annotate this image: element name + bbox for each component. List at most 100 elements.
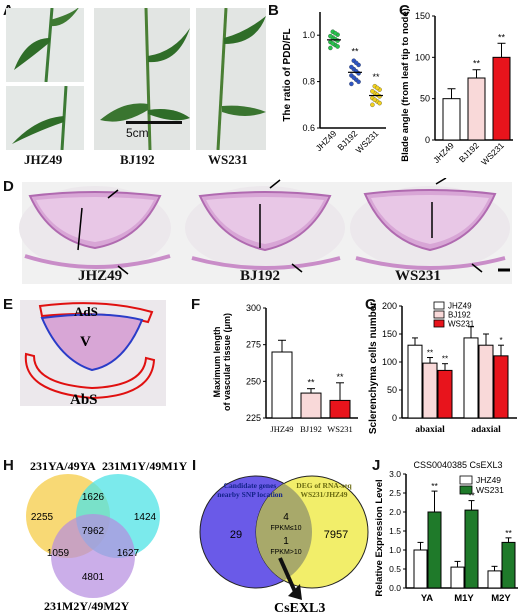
legend-swatch-ws231 <box>459 485 473 495</box>
i-right-title-1: DEG of RNA-seq <box>296 481 352 490</box>
f-ylabel-line2: of vascular tissue (μm) <box>222 313 232 411</box>
data-point <box>330 41 336 46</box>
region-ads: AdS <box>74 304 98 319</box>
data-point <box>328 33 333 39</box>
y-tick-label: 275 <box>246 340 261 350</box>
b-ylabel: The ratio of PDD/FL <box>282 28 293 121</box>
significance-mark: ** <box>473 59 481 69</box>
y-tick-label: 250 <box>246 376 261 386</box>
data-point <box>356 79 361 85</box>
x-tick-label: abaxial <box>415 425 445 435</box>
chart-c: Blade angle (from leaf tip to node) 0 50 1… <box>400 8 513 167</box>
chart-b: The ratio of PDD/FL 0.60.81.0JHZ49**BJ19… <box>282 12 386 155</box>
plant-photo-jhz49-top <box>6 8 84 82</box>
i-left-title-2: nearby SNP location <box>217 490 283 499</box>
significance-mark: ** <box>498 32 506 42</box>
cross-section-photos <box>19 178 512 284</box>
bar-ws231 <box>329 399 351 419</box>
x-tick-label: BJ192 <box>457 140 481 164</box>
data-point <box>374 85 380 91</box>
panel-label-g: G <box>365 296 377 313</box>
plant-photo-ws231 <box>196 8 266 150</box>
c-ylabel: Blade angle (from leaf tip to node) <box>400 8 411 162</box>
y-tick-label: 100 <box>382 357 397 367</box>
data-point <box>332 30 338 36</box>
i-right-count: 7957 <box>324 529 348 541</box>
y-tick-label: 150 <box>415 11 430 21</box>
y-tick-label: 1.5 <box>389 526 401 536</box>
j-title: CSS0040385 CsEXL3 <box>413 460 502 470</box>
scale-bar-label: 5cm <box>126 126 149 140</box>
data-point <box>377 100 382 106</box>
i-overlap1-note: FPKM≤10 <box>270 525 301 532</box>
x-tick-label: JHZ49 <box>314 128 339 153</box>
bar-ws231 <box>492 56 511 141</box>
x-tick-label: M2Y <box>491 593 511 604</box>
x-tick-label: YA <box>421 593 433 604</box>
count-bc: 1627 <box>117 548 140 559</box>
i-left-count: 29 <box>230 529 242 541</box>
caption-d-jhz49: JHZ49 <box>78 268 123 284</box>
bar-bj192 <box>467 77 486 141</box>
bar-ws231-M1Y <box>464 509 479 589</box>
bar-ws231-YA <box>427 511 442 589</box>
cross-section-bj192 <box>185 179 345 273</box>
significance-mark: ** <box>307 378 315 388</box>
j-ylabel: Relative Expression Level <box>374 479 385 596</box>
count-ac: 1059 <box>47 548 70 559</box>
count-abc: 7962 <box>82 526 105 537</box>
caption-d-bj192: BJ192 <box>240 268 281 284</box>
significance-mark: ** <box>468 491 475 501</box>
bar-ws231-abaxial <box>437 369 453 419</box>
x-tick-label: adaxial <box>471 425 501 435</box>
data-point <box>370 102 375 108</box>
significance-mark: ** <box>336 372 344 382</box>
bar-jhz49-adaxial <box>463 337 479 419</box>
chart-g: Sclerenchyma cells number 050100150200**… <box>368 301 517 435</box>
i-overlap1: 4 <box>283 512 289 523</box>
bar-jhz49-M2Y <box>487 570 502 589</box>
caption-a-jhz49: JHZ49 <box>24 152 63 167</box>
y-tick-label: 0.0 <box>389 583 401 593</box>
y-tick-label: 0 <box>392 413 397 423</box>
y-tick-label: 50 <box>387 385 397 395</box>
y-tick-label: 2.5 <box>389 488 401 498</box>
i-overlap2: 1 <box>283 536 289 547</box>
cross-section-jhz49 <box>19 186 171 275</box>
bar-ws231-M2Y <box>501 541 516 589</box>
set-b-label: 231M1Y/49M1Y <box>102 460 188 473</box>
data-point <box>377 94 382 99</box>
significance-mark: ** <box>431 481 438 491</box>
i-gene-label: CsEXL3 <box>274 601 325 614</box>
y-tick-label: 0.5 <box>389 564 401 574</box>
bar-jhz49 <box>271 351 293 419</box>
legend-swatch-ws231 <box>433 319 445 328</box>
i-right-title-2: WS231/JHZ49 <box>300 490 347 499</box>
legend-swatch-jhz49 <box>433 301 445 310</box>
bar-jhz49-YA <box>413 549 428 589</box>
bar-ws231-adaxial <box>493 355 509 419</box>
i-overlap2-note: FPKM>10 <box>270 549 301 556</box>
legend-label: WS231 <box>448 320 475 329</box>
y-tick-label: 0.8 <box>302 77 315 87</box>
significance-mark: ** <box>372 72 380 82</box>
bar-bj192-abaxial <box>422 362 438 419</box>
x-tick-label: WS231 <box>354 128 381 155</box>
data-point <box>349 81 354 87</box>
caption-d-ws231: WS231 <box>395 268 441 284</box>
legend-label: BJ192 <box>448 311 471 320</box>
region-v: V <box>80 334 91 350</box>
chart-j: CSS0040385 CsEXL3 Relative Expression Le… <box>374 460 518 604</box>
bar-bj192 <box>300 392 322 419</box>
data-point <box>353 60 359 66</box>
significance-mark: ** <box>351 47 359 57</box>
bar-jhz49-abaxial <box>407 344 423 419</box>
cross-section-ws231 <box>350 178 510 273</box>
significance-mark: ** <box>505 528 512 538</box>
caption-a-bj192: BJ192 <box>120 152 155 167</box>
set-c-label: 231M2Y/49M2Y <box>44 599 130 613</box>
y-tick-label: 150 <box>382 329 397 339</box>
panel-label-h: H <box>3 457 14 474</box>
